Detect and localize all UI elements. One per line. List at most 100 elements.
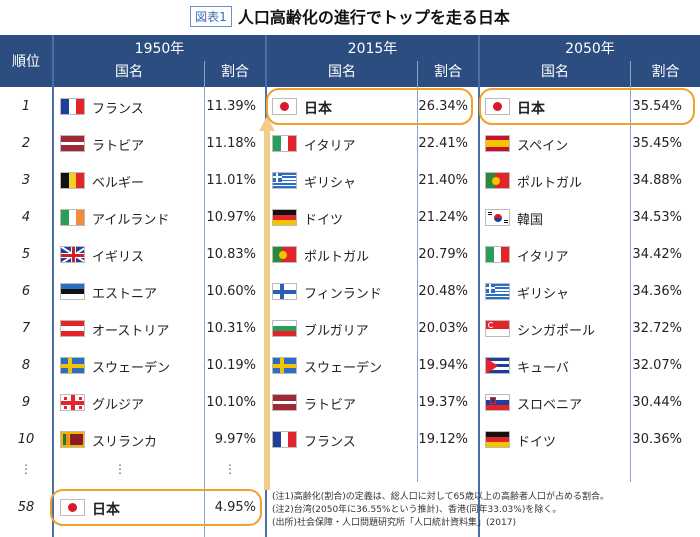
country-name: スペイン <box>517 139 569 154</box>
col-pct-label: 割合 <box>630 61 700 87</box>
country-name: イタリア <box>517 250 569 265</box>
flag-icon-at <box>60 320 85 337</box>
flag-icon-jp <box>485 98 510 115</box>
figure-label: 図表1 <box>190 6 232 27</box>
rank-1: 1 <box>21 99 31 114</box>
source-note: (出所)社会保障・人口問題研究所「人口統計資料集」(2017) <box>272 518 516 528</box>
rank-10: 10 <box>17 432 35 447</box>
flag-icon-si <box>485 394 510 411</box>
figure-heading: 人口高齢化の進行でトップを走る日本 <box>237 8 510 27</box>
flag-icon-japan <box>60 499 85 516</box>
flag-icon-cu <box>485 357 510 374</box>
flag-icon-it <box>485 246 510 263</box>
year-2015: 2015年 <box>347 41 398 57</box>
rank-7: 7 <box>21 321 31 336</box>
flag-icon-lv <box>272 394 297 411</box>
note-1: (注1)高齢化(割合)の定義は、総人口に対して65歳以上の高齢者人口が占める割合… <box>272 492 609 502</box>
percentage: 11.01% <box>206 173 256 188</box>
country-name: エストニア <box>92 287 158 302</box>
flag-icon-pt <box>485 172 510 189</box>
country-name: スウェーデン <box>304 361 383 376</box>
country-name: ポルトガル <box>304 250 370 265</box>
country-name: ブルガリア <box>304 324 369 339</box>
country-name: フランス <box>92 102 144 117</box>
country-name: アイルランド <box>92 213 170 228</box>
flag-icon-ie <box>60 209 85 226</box>
footnotes: (注1)高齢化(割合)の定義は、総人口に対して65歳以上の高齢者人口が占める割合… <box>272 491 609 530</box>
percentage: 22.41% <box>418 136 468 151</box>
rise-arrow-shaft <box>264 130 270 490</box>
rank-9: 9 <box>21 395 31 410</box>
percentage: 19.37% <box>418 395 468 410</box>
col-name-label: 国名 <box>328 64 356 80</box>
percentage: 34.42% <box>632 247 682 262</box>
year-2050: 2050年 <box>565 41 615 57</box>
country-name: ギリシャ <box>304 176 357 191</box>
flag-icon-de <box>272 209 297 226</box>
percentage: 10.10% <box>206 395 256 410</box>
japan-2050-highlight <box>479 88 695 125</box>
header-1950: 1950年 国名 割合 <box>54 35 265 87</box>
percentage: 10.83% <box>206 247 256 262</box>
figure-title: 図表1 人口高齢化の進行でトップを走る日本 <box>0 4 700 28</box>
header-2050: 2050年 国名 割合 <box>480 35 700 87</box>
country-name: ギリシャ <box>517 287 570 302</box>
percentage: 35.45% <box>632 136 682 151</box>
rank-58: 58 <box>17 500 35 515</box>
country-name: ドイツ <box>517 435 557 450</box>
divider <box>478 35 480 537</box>
percentage: 10.97% <box>206 210 256 225</box>
percentage: 19.12% <box>418 432 468 447</box>
flag-icon-ee <box>60 283 85 300</box>
country-name: イタリア <box>304 139 356 154</box>
country-name: ベルギー <box>92 176 145 191</box>
country-name: フランス <box>304 435 356 450</box>
flag-icon-pt <box>272 246 297 263</box>
header-2015: 2015年 国名 割合 <box>267 35 478 87</box>
flag-icon-gb <box>60 246 85 263</box>
percentage: 19.94% <box>418 358 468 373</box>
country-name: オーストリア <box>92 324 170 339</box>
flag-icon-se <box>60 357 85 374</box>
flag-icon-sg <box>485 320 510 337</box>
japan-1950-highlight <box>50 489 262 526</box>
percentage: 10.19% <box>206 358 256 373</box>
rank-5: 5 <box>21 247 31 262</box>
col-name-label: 国名 <box>541 64 569 80</box>
divider <box>417 87 418 482</box>
rank-8: 8 <box>21 358 31 373</box>
ellipsis: ⋮ <box>114 462 126 476</box>
col-pct-label: 割合 <box>204 61 265 87</box>
percentage: 10.60% <box>206 284 256 299</box>
percentage: 26.34% <box>418 99 468 114</box>
percentage: 21.24% <box>418 210 468 225</box>
flag-icon-lk <box>60 431 85 448</box>
percentage: 21.40% <box>418 173 468 188</box>
country-name: ラトビア <box>92 139 145 154</box>
flag-icon-es <box>485 135 510 152</box>
percentage: 34.36% <box>632 284 682 299</box>
flag-icon-se <box>272 357 297 374</box>
flag-icon-ge <box>60 394 85 411</box>
flag-icon-bg <box>272 320 297 337</box>
rank-6: 6 <box>21 284 31 299</box>
percentage: 32.07% <box>632 358 682 373</box>
divider <box>52 35 54 537</box>
col-name-label: 国名 <box>115 64 143 80</box>
percentage: 11.18% <box>206 136 256 151</box>
country-name: イギリス <box>92 250 145 265</box>
ellipsis: ⋮ <box>20 462 32 476</box>
country-name: スリランカ <box>92 435 158 450</box>
percentage: 34.53% <box>632 210 682 225</box>
divider <box>204 87 205 537</box>
pct-japan-1950: 4.95% <box>214 500 256 515</box>
country-name: 日本 <box>304 101 332 117</box>
percentage: 20.03% <box>418 321 468 336</box>
percentage: 20.48% <box>418 284 468 299</box>
country-name: 日本 <box>517 101 545 117</box>
flag-icon-lv <box>60 135 85 152</box>
year-1950: 1950年 <box>134 41 185 57</box>
divider <box>630 87 631 482</box>
col-pct-label: 割合 <box>417 61 478 87</box>
country-name: シンガポール <box>517 324 596 339</box>
